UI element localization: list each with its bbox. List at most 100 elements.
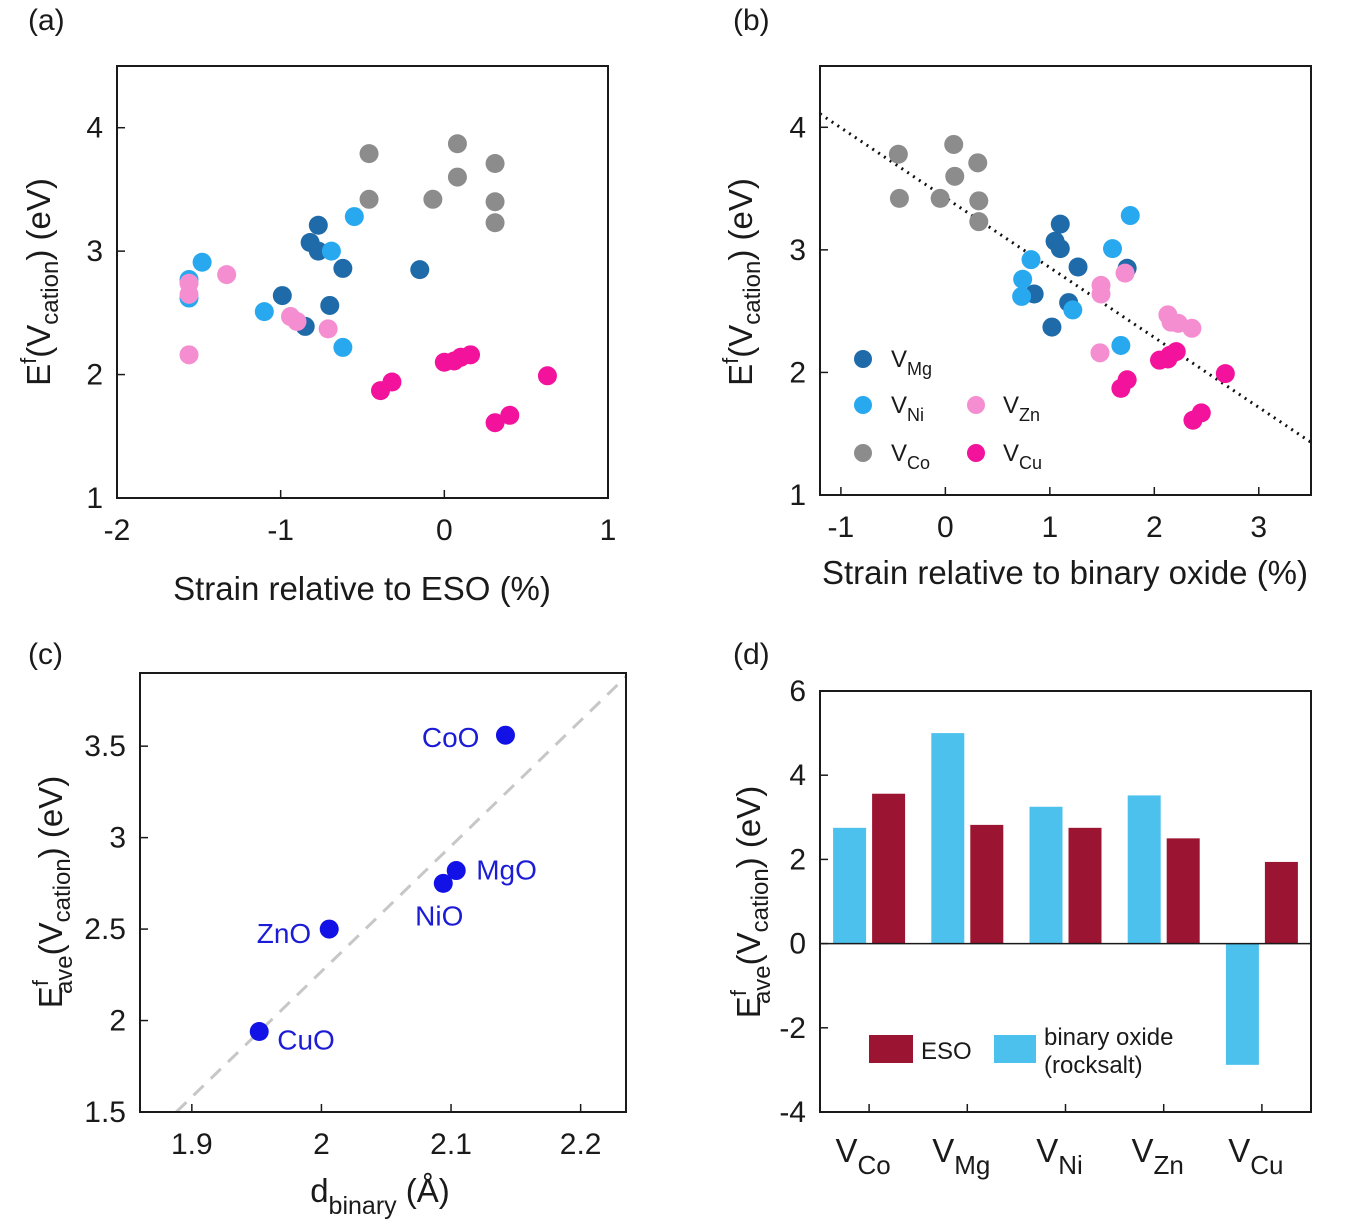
panel-a-x-tick-label: 1 bbox=[600, 514, 617, 547]
panel-b-point-vni bbox=[1103, 239, 1123, 259]
panel-b-point-vco bbox=[889, 188, 909, 208]
panel-b-x-label: Strain relative to binary oxide (%) bbox=[822, 554, 1308, 591]
legend-vni-marker bbox=[854, 396, 872, 414]
panel-a-point-vcu bbox=[500, 405, 520, 425]
panel-a-point-vmg bbox=[320, 295, 340, 315]
panel-c-x-tick-label: 2.2 bbox=[560, 1128, 602, 1161]
panel-c-axes-box bbox=[139, 672, 627, 1113]
panel-b-point-vni bbox=[1063, 300, 1083, 320]
panel-b-y-label: Ef(Vcation) (eV) bbox=[718, 178, 766, 386]
panel-a-point-vco bbox=[359, 189, 379, 209]
legend-vzn-marker bbox=[967, 396, 985, 414]
legend-vmg-marker bbox=[854, 350, 872, 368]
panel-b-y-tick-label: 3 bbox=[789, 234, 806, 267]
legend-binary-label-2: (rocksalt) bbox=[1044, 1052, 1143, 1079]
panel-b-point-vco bbox=[969, 212, 989, 232]
panel-c-label: (c) bbox=[28, 638, 63, 671]
legend-vzn-label: VZn bbox=[1003, 392, 1040, 425]
panel-b-point-vzn bbox=[1182, 318, 1202, 338]
panel-b-x-tick-label: -1 bbox=[828, 511, 855, 544]
panel-a-y-tick-label: 1 bbox=[86, 482, 103, 515]
panel-b-point-vco bbox=[969, 191, 989, 211]
panel-a-point-vni bbox=[333, 337, 353, 357]
panel-b-x-tick-label: 1 bbox=[1041, 511, 1058, 544]
panel-b-point-vcu bbox=[1215, 364, 1235, 384]
panel-c-label-zno: ZnO bbox=[257, 918, 311, 949]
panel-c-point-cuo bbox=[249, 1022, 269, 1042]
panel-a-point-vcu bbox=[382, 372, 402, 392]
panel-d-category-ni: VNi bbox=[1036, 1132, 1083, 1180]
panel-d-ticks: -4 -2 0 2 4 6 bbox=[779, 675, 828, 1129]
panel-a-point-vco bbox=[447, 134, 467, 154]
panel-a-point-vni bbox=[321, 241, 341, 261]
panel-b-point-vmg bbox=[1068, 257, 1088, 277]
panel-c-point-zno bbox=[319, 919, 339, 939]
legend-vcu-marker bbox=[967, 444, 985, 462]
panel-a-point-vni bbox=[254, 302, 274, 322]
legend-eso-label: ESO bbox=[921, 1038, 972, 1065]
panel-a-point-vco bbox=[485, 154, 505, 174]
panel-a-point-vcu bbox=[537, 366, 557, 386]
panel-b-point-vmg bbox=[1042, 317, 1062, 337]
panel-d-bar-eso-ni bbox=[1068, 827, 1102, 944]
panel-a-point-vco bbox=[485, 192, 505, 212]
panel-b-point-vzn bbox=[1090, 343, 1110, 363]
panel-b-y-tick-label: 2 bbox=[789, 356, 806, 389]
panel-b-axes-box bbox=[819, 65, 1312, 496]
panel-a-point-vni bbox=[344, 207, 364, 227]
panel-b-y-tick-label: 1 bbox=[789, 479, 806, 512]
panel-b-point-vco bbox=[888, 144, 908, 164]
panel-d-legend: ESO binary oxide (rocksalt) bbox=[869, 1024, 1173, 1079]
panel-a-axes-box bbox=[116, 65, 609, 499]
panel-d-y-tick-label: 2 bbox=[789, 843, 806, 876]
panel-b-y-tick-label: 4 bbox=[789, 111, 806, 144]
panel-b-point-vco bbox=[930, 188, 950, 208]
panel-b-ticks: -1 0 1 2 3 1 2 3 4 bbox=[789, 111, 1267, 544]
panel-a: (a) -2 -1 0 1 1 2 3 4 Strain relative to ESO (%… bbox=[16, 4, 616, 607]
panel-a-point-vmg bbox=[333, 258, 353, 278]
panel-a-x-tick-label: 0 bbox=[436, 514, 453, 547]
panel-a-point-vmg bbox=[410, 260, 430, 280]
panel-c-label-coo: CoO bbox=[422, 722, 480, 753]
panel-a-point-vco bbox=[485, 213, 505, 233]
panel-b-x-tick-label: 2 bbox=[1146, 511, 1163, 544]
panel-a-x-tick-label: -2 bbox=[104, 514, 131, 547]
panel-c-points: CoO MgO NiO ZnO CuO bbox=[249, 722, 537, 1056]
panel-a-point-vco bbox=[359, 144, 379, 164]
panel-a-ticks: -2 -1 0 1 1 2 3 4 bbox=[86, 112, 616, 547]
panel-d-bar-eso-mg bbox=[970, 824, 1004, 944]
panel-b-point-vni bbox=[1013, 269, 1033, 289]
panel-a-y-label: Ef(Vcation) (eV) bbox=[16, 178, 64, 386]
panel-a-point-vcu bbox=[485, 413, 505, 433]
panel-a-points bbox=[179, 134, 557, 433]
legend-binary-label: binary oxide bbox=[1044, 1024, 1173, 1051]
panel-a-point-vco bbox=[447, 167, 467, 187]
panel-a-y-tick-label: 4 bbox=[86, 112, 103, 145]
panel-b-point-vco bbox=[945, 166, 965, 186]
panel-c-y-label: Efave(Vcation) (eV) bbox=[28, 776, 78, 1008]
panel-c-point-nio bbox=[433, 873, 453, 893]
panel-d-bar-eso-cu bbox=[1264, 861, 1298, 944]
panel-c-label-mgo: MgO bbox=[476, 855, 537, 886]
panel-a-label: (a) bbox=[28, 4, 65, 37]
panel-c-ticks: 1.9 2 2.1 2.2 1.5 2 2.5 3 3.5 bbox=[84, 730, 601, 1161]
panel-c-x-tick-label: 2.1 bbox=[430, 1128, 472, 1161]
legend-vco-label: VCo bbox=[891, 440, 930, 473]
panel-c-label-nio: NiO bbox=[415, 900, 463, 931]
panel-b-point-vni bbox=[1120, 206, 1140, 226]
legend-binary-swatch bbox=[994, 1035, 1036, 1063]
panel-b-point-vco bbox=[968, 153, 988, 173]
panel-a-point-vzn bbox=[287, 311, 307, 331]
panel-b-label: (b) bbox=[733, 4, 770, 37]
panel-d-category-mg: VMg bbox=[932, 1132, 990, 1180]
panel-b-points bbox=[888, 134, 1235, 430]
panel-c-fit-line bbox=[175, 675, 628, 1114]
panel-a-point-vzn bbox=[318, 319, 338, 339]
panel-d-bar-binary-cu bbox=[1225, 943, 1259, 1065]
panel-d-y-tick-label: -4 bbox=[779, 1096, 806, 1129]
panel-d-category-co: VCo bbox=[835, 1132, 890, 1180]
panel-b-point-vzn bbox=[1115, 263, 1135, 283]
panel-b-x-tick-label: 3 bbox=[1250, 511, 1267, 544]
panel-b-point-vcu bbox=[1191, 403, 1211, 423]
panel-c-x-label: dbinary (Å) bbox=[310, 1172, 450, 1220]
